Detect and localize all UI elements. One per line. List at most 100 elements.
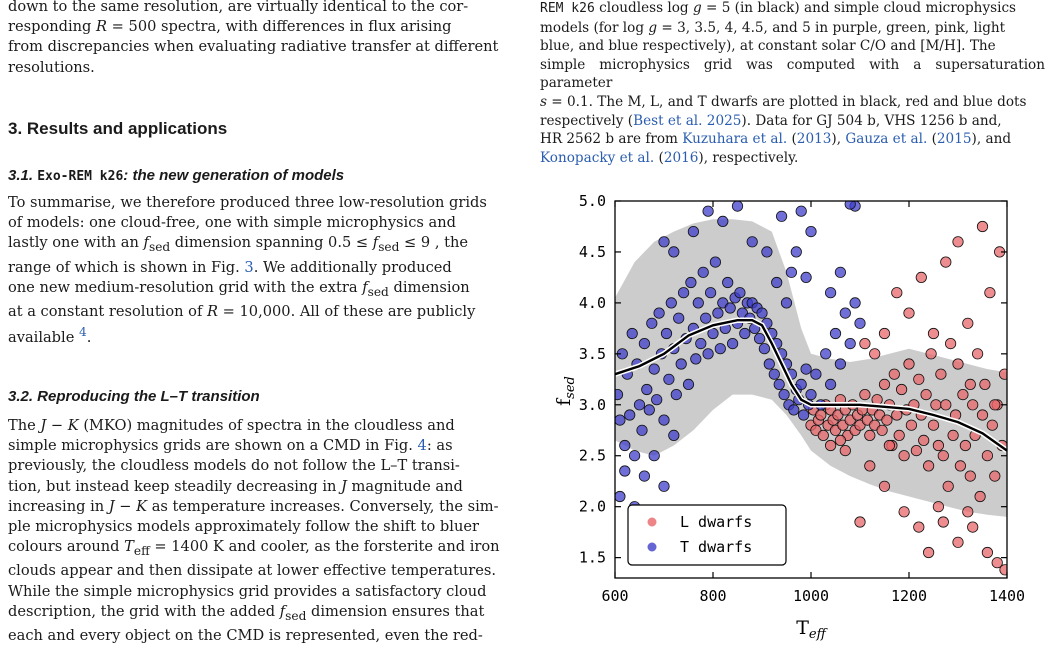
t-dwarf-point bbox=[615, 490, 626, 503]
text-line: simple microphysics grid was computed wi… bbox=[540, 56, 1045, 92]
math-sub: sed bbox=[367, 284, 389, 299]
t-dwarf-point bbox=[731, 201, 744, 212]
text-line: While the simple microphysics grid provi… bbox=[8, 582, 487, 600]
text: dimension bbox=[388, 278, 470, 296]
t-dwarf-point bbox=[778, 389, 790, 401]
t-dwarf-point bbox=[682, 378, 695, 390]
l-dwarf-point bbox=[991, 557, 1003, 569]
t-dwarf-point bbox=[668, 429, 680, 441]
l-dwarf-point bbox=[881, 414, 893, 426]
text: at a constant resolution of bbox=[8, 302, 207, 320]
t-dwarf-point bbox=[700, 312, 712, 324]
math-J: J bbox=[40, 417, 47, 434]
text: ( bbox=[654, 149, 664, 166]
text-line: each and every object on the CMD is repr… bbox=[8, 626, 483, 644]
t-dwarf-point bbox=[709, 256, 721, 268]
text-line: of models: one cloud-free, one with simp… bbox=[8, 214, 456, 232]
text: description, the grid with the added bbox=[8, 602, 280, 620]
l-dwarf-point bbox=[922, 460, 935, 472]
citation-year-link[interactable]: 2013 bbox=[796, 131, 832, 148]
t-dwarf-point bbox=[758, 343, 770, 355]
t-dwarf-point bbox=[675, 358, 687, 370]
x-label-main: T bbox=[796, 617, 809, 639]
l-dwarf-point bbox=[986, 419, 998, 431]
citation-link[interactable]: Konopacky et al. bbox=[540, 149, 655, 166]
text: = 1400 K and cooler, as the forsterite a… bbox=[149, 538, 500, 556]
t-dwarf-point bbox=[692, 297, 704, 309]
t-dwarf-point bbox=[844, 338, 856, 350]
text: cloudless log bbox=[594, 0, 693, 16]
text: as temperature increases. Conversely, th… bbox=[147, 497, 499, 515]
t-dwarf-point bbox=[690, 353, 702, 365]
text: = 500 spectra, with differences in flux … bbox=[107, 18, 452, 36]
l-dwarf-point bbox=[935, 368, 947, 380]
l-dwarf-point bbox=[981, 450, 993, 462]
t-dwarf-point bbox=[665, 297, 677, 309]
l-dwarf-points bbox=[805, 220, 1007, 576]
l-dwarf-point bbox=[940, 256, 952, 268]
math-J: J bbox=[108, 497, 115, 515]
t-dwarf-point bbox=[805, 225, 817, 238]
figure-link[interactable]: 4 bbox=[417, 437, 427, 455]
citation-link[interactable]: Kuzuhara et al. bbox=[682, 131, 788, 148]
t-dwarf-point bbox=[707, 327, 719, 340]
l-dwarf-point bbox=[905, 419, 917, 431]
figure-link[interactable]: 3 bbox=[244, 258, 254, 276]
footnote-link[interactable]: 4 bbox=[78, 325, 87, 340]
text: = 0.1. The M, L, and T dwarfs are plotte… bbox=[546, 93, 1027, 110]
t-dwarf-point bbox=[702, 205, 714, 217]
l-dwarf-point bbox=[957, 389, 969, 401]
l-dwarf-point bbox=[964, 470, 976, 482]
t-dwarf-point bbox=[619, 465, 631, 477]
t-dwarf-point bbox=[834, 266, 846, 278]
x-tick-label: 800 bbox=[699, 587, 726, 605]
text: = 5 (in black) and simple cloud microphy… bbox=[701, 0, 1017, 16]
t-dwarf-point bbox=[768, 368, 780, 380]
math-sub: sed bbox=[378, 240, 400, 255]
l-dwarf-point bbox=[903, 307, 915, 319]
t-dwarf-point bbox=[763, 358, 775, 370]
figure-caption: REM k26 cloudless log g = 5 (in black) a… bbox=[540, 0, 1045, 167]
l-dwarf-point bbox=[834, 434, 846, 446]
math-g: g bbox=[648, 19, 658, 36]
math-sub: eff bbox=[133, 544, 150, 559]
l-dwarf-point bbox=[971, 348, 984, 360]
l-dwarf-point bbox=[967, 521, 979, 533]
code-name: REM k26 bbox=[540, 1, 595, 16]
citation-link[interactable]: Best et al. 2025 bbox=[633, 112, 742, 129]
text: 3.1. bbox=[8, 167, 38, 184]
t-dwarf-point bbox=[658, 414, 670, 426]
l-dwarf-point bbox=[932, 501, 944, 513]
l-dwarf-point bbox=[964, 378, 976, 390]
t-dwarf-point bbox=[668, 246, 680, 258]
text: . bbox=[86, 328, 92, 346]
l-dwarf-point bbox=[952, 536, 964, 548]
l-dwarf-point bbox=[878, 327, 891, 340]
t-dwarf-point bbox=[646, 317, 658, 329]
y-tick-label: 2.5 bbox=[579, 447, 606, 465]
text: ≤ 9 , the bbox=[399, 234, 469, 252]
l-dwarf-point bbox=[898, 506, 910, 518]
t-dwarf-point bbox=[724, 302, 736, 314]
y-tick-label: 3.5 bbox=[579, 345, 606, 363]
l-dwarf-point bbox=[864, 429, 876, 441]
citation-year-link[interactable]: 2016 bbox=[663, 149, 699, 166]
math-f: f bbox=[362, 278, 368, 296]
l-dwarf-point bbox=[913, 373, 925, 385]
l-dwarf-point bbox=[999, 564, 1007, 576]
text: − bbox=[114, 497, 137, 515]
math-R: R bbox=[96, 18, 108, 36]
text: responding bbox=[8, 18, 97, 36]
math-J: J bbox=[341, 477, 347, 495]
citation-year-link[interactable]: 2015 bbox=[936, 131, 972, 148]
l-dwarf-point bbox=[893, 429, 905, 441]
t-dwarf-point bbox=[658, 480, 670, 492]
t-dwarf-point bbox=[619, 439, 631, 452]
citation-link[interactable]: Gauza et al. bbox=[845, 131, 928, 148]
t-dwarf-point bbox=[653, 307, 665, 319]
math-f: f bbox=[143, 234, 149, 252]
math-T: T bbox=[124, 538, 134, 556]
text: dimension ensures that bbox=[306, 602, 485, 620]
l-dwarf-point bbox=[962, 506, 974, 518]
text: respectively ( bbox=[540, 112, 634, 129]
